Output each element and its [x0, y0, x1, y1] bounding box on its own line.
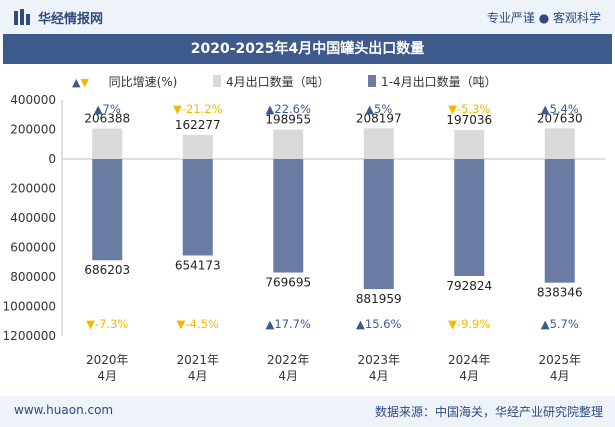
- footer-source: 数据来源：中国海关，华经产业研究院整理: [374, 405, 603, 419]
- april-bar: [182, 135, 213, 159]
- x-tick-label: 4月: [369, 369, 389, 383]
- x-tick-label: 4月: [550, 369, 570, 383]
- cumulative-growth-label: ▲15.6%: [356, 317, 401, 331]
- april-value-label: 206388: [84, 112, 130, 126]
- legend-april-label: 4月出口数量（吨）: [226, 75, 330, 89]
- cumulative-value-label: 769695: [265, 276, 311, 290]
- april-value-label: 198955: [265, 113, 311, 127]
- x-tick-label: 2022年: [267, 353, 310, 367]
- legend-cumulative: 1-4月出口数量（吨）: [368, 73, 497, 91]
- site-name: 华经情报网: [38, 12, 104, 27]
- cumulative-bar: [182, 159, 213, 256]
- april-bar: [92, 128, 123, 159]
- cumulative-growth-label: ▼-9.9%: [448, 317, 490, 331]
- cumulative-bar: [273, 159, 304, 273]
- legend-down-arrow-icon: ▼: [80, 76, 89, 89]
- april-growth-label: ▼-21.2%: [173, 102, 223, 116]
- x-tick-label: 4月: [278, 369, 298, 383]
- y-tick-label: 1200000: [3, 329, 56, 343]
- cumulative-value-label: 881959: [356, 292, 402, 306]
- x-tick-label: 2024年: [448, 353, 491, 367]
- april-growth-label: ▲7%: [94, 102, 121, 116]
- y-tick-label: 200000: [10, 182, 56, 196]
- y-tick-label: 400000: [10, 211, 56, 225]
- cumulative-bar: [454, 159, 485, 276]
- legend-april-swatch: [213, 75, 221, 87]
- cumulative-value-label: 792824: [446, 279, 492, 293]
- cumulative-growth-label: ▲5.7%: [541, 317, 579, 331]
- april-bar: [273, 129, 304, 159]
- april-bar: [544, 128, 575, 159]
- cumulative-growth-label: ▼-4.5%: [177, 317, 219, 331]
- x-tick-label: 4月: [459, 369, 479, 383]
- chart-area: 400000 200000 0 200000 400000 600000 800000 100…: [3, 93, 605, 383]
- april-bar: [363, 128, 394, 159]
- legend-cumulative-swatch: [368, 75, 376, 87]
- footer-website: www.huaon.com: [14, 403, 114, 417]
- april-growth-label: ▲22.6%: [266, 102, 311, 116]
- april-value-label: 162277: [175, 118, 221, 132]
- x-tick-label: 4月: [97, 369, 117, 383]
- cumulative-bar: [92, 159, 123, 261]
- x-tick-label: 2025年: [538, 353, 581, 367]
- slogan: 专业严谨 ● 客观科学: [486, 11, 601, 25]
- y-tick-label: 400000: [10, 93, 56, 107]
- april-value-label: 207630: [537, 111, 583, 125]
- legend-growth-label: 同比增速(%): [108, 75, 178, 89]
- legend: ▲▼ 同比增速(%) 4月出口数量（吨） 1-4月出口数量（吨）: [0, 73, 615, 93]
- cumulative-growth-label: ▼-7.3%: [86, 317, 128, 331]
- april-growth-label: ▼-5.3%: [448, 102, 490, 116]
- cumulative-value-label: 838346: [537, 286, 583, 300]
- y-tick-label: 200000: [10, 123, 56, 137]
- footer-bar: www.huaon.com 数据来源：中国海关，华经产业研究院整理: [0, 396, 615, 427]
- y-tick-label: 800000: [10, 270, 56, 284]
- chart-title: 2020-2025年4月中国罐头出口数量: [190, 41, 425, 57]
- cumulative-value-label: 654173: [175, 258, 221, 272]
- april-growth-label: ▲5.4%: [541, 102, 579, 116]
- april-value-label: 208197: [356, 111, 402, 125]
- april-bar: [454, 129, 485, 159]
- y-tick-label: 0: [48, 152, 56, 166]
- april-growth-label: ▲5%: [365, 102, 392, 116]
- x-tick-label: 2023年: [357, 353, 400, 367]
- legend-cumulative-label: 1-4月出口数量（吨）: [381, 75, 497, 89]
- header-bar: 华经情报网 专业严谨 ● 客观科学: [0, 0, 615, 34]
- y-tick-label: 1000000: [3, 300, 56, 314]
- legend-april: 4月出口数量（吨）: [213, 73, 330, 91]
- cumulative-bar: [363, 159, 394, 290]
- x-tick-label: 2020年: [86, 353, 129, 367]
- legend-growth: ▲▼ 同比增速(%): [72, 73, 177, 92]
- cumulative-growth-label: ▲17.7%: [266, 317, 311, 331]
- y-tick-label: 600000: [10, 241, 56, 255]
- chart-title-bar: 2020-2025年4月中国罐头出口数量: [3, 34, 612, 64]
- april-value-label: 197036: [446, 113, 492, 127]
- legend-up-arrow-icon: ▲: [72, 76, 81, 89]
- cumulative-bar: [544, 159, 575, 283]
- x-tick-label: 2021年: [176, 353, 219, 367]
- bar-logo-icon: [14, 9, 30, 25]
- x-tick-label: 4月: [188, 369, 208, 383]
- cumulative-value-label: 686203: [84, 263, 130, 277]
